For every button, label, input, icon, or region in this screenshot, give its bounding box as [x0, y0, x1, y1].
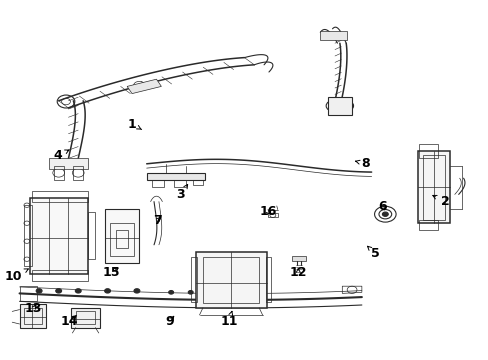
Text: 10: 10 [5, 269, 28, 283]
Text: 5: 5 [367, 246, 379, 260]
Text: 13: 13 [24, 302, 42, 315]
Text: 12: 12 [289, 266, 306, 279]
Circle shape [188, 291, 193, 294]
Text: 16: 16 [259, 205, 276, 218]
Circle shape [56, 289, 61, 293]
Circle shape [382, 212, 387, 216]
Text: 4: 4 [53, 149, 69, 162]
Polygon shape [49, 158, 88, 169]
Polygon shape [71, 308, 100, 328]
Polygon shape [127, 79, 161, 94]
Text: 7: 7 [153, 214, 162, 227]
Text: 2: 2 [432, 195, 448, 208]
Polygon shape [417, 151, 449, 223]
Text: 15: 15 [102, 266, 120, 279]
Polygon shape [320, 31, 346, 40]
Text: 9: 9 [165, 315, 174, 328]
Text: 3: 3 [176, 184, 187, 201]
Polygon shape [30, 198, 88, 274]
Text: 6: 6 [377, 201, 386, 213]
Circle shape [104, 289, 110, 293]
Polygon shape [195, 252, 266, 308]
Circle shape [36, 289, 42, 293]
Polygon shape [146, 173, 205, 180]
Text: 1: 1 [127, 118, 142, 131]
Circle shape [75, 289, 81, 293]
Polygon shape [292, 256, 305, 261]
Circle shape [134, 289, 140, 293]
Circle shape [168, 291, 173, 294]
Text: 8: 8 [355, 157, 369, 170]
Polygon shape [327, 97, 351, 115]
Text: 11: 11 [220, 311, 237, 328]
Polygon shape [105, 209, 139, 263]
Text: 14: 14 [61, 315, 78, 328]
Polygon shape [20, 304, 46, 328]
